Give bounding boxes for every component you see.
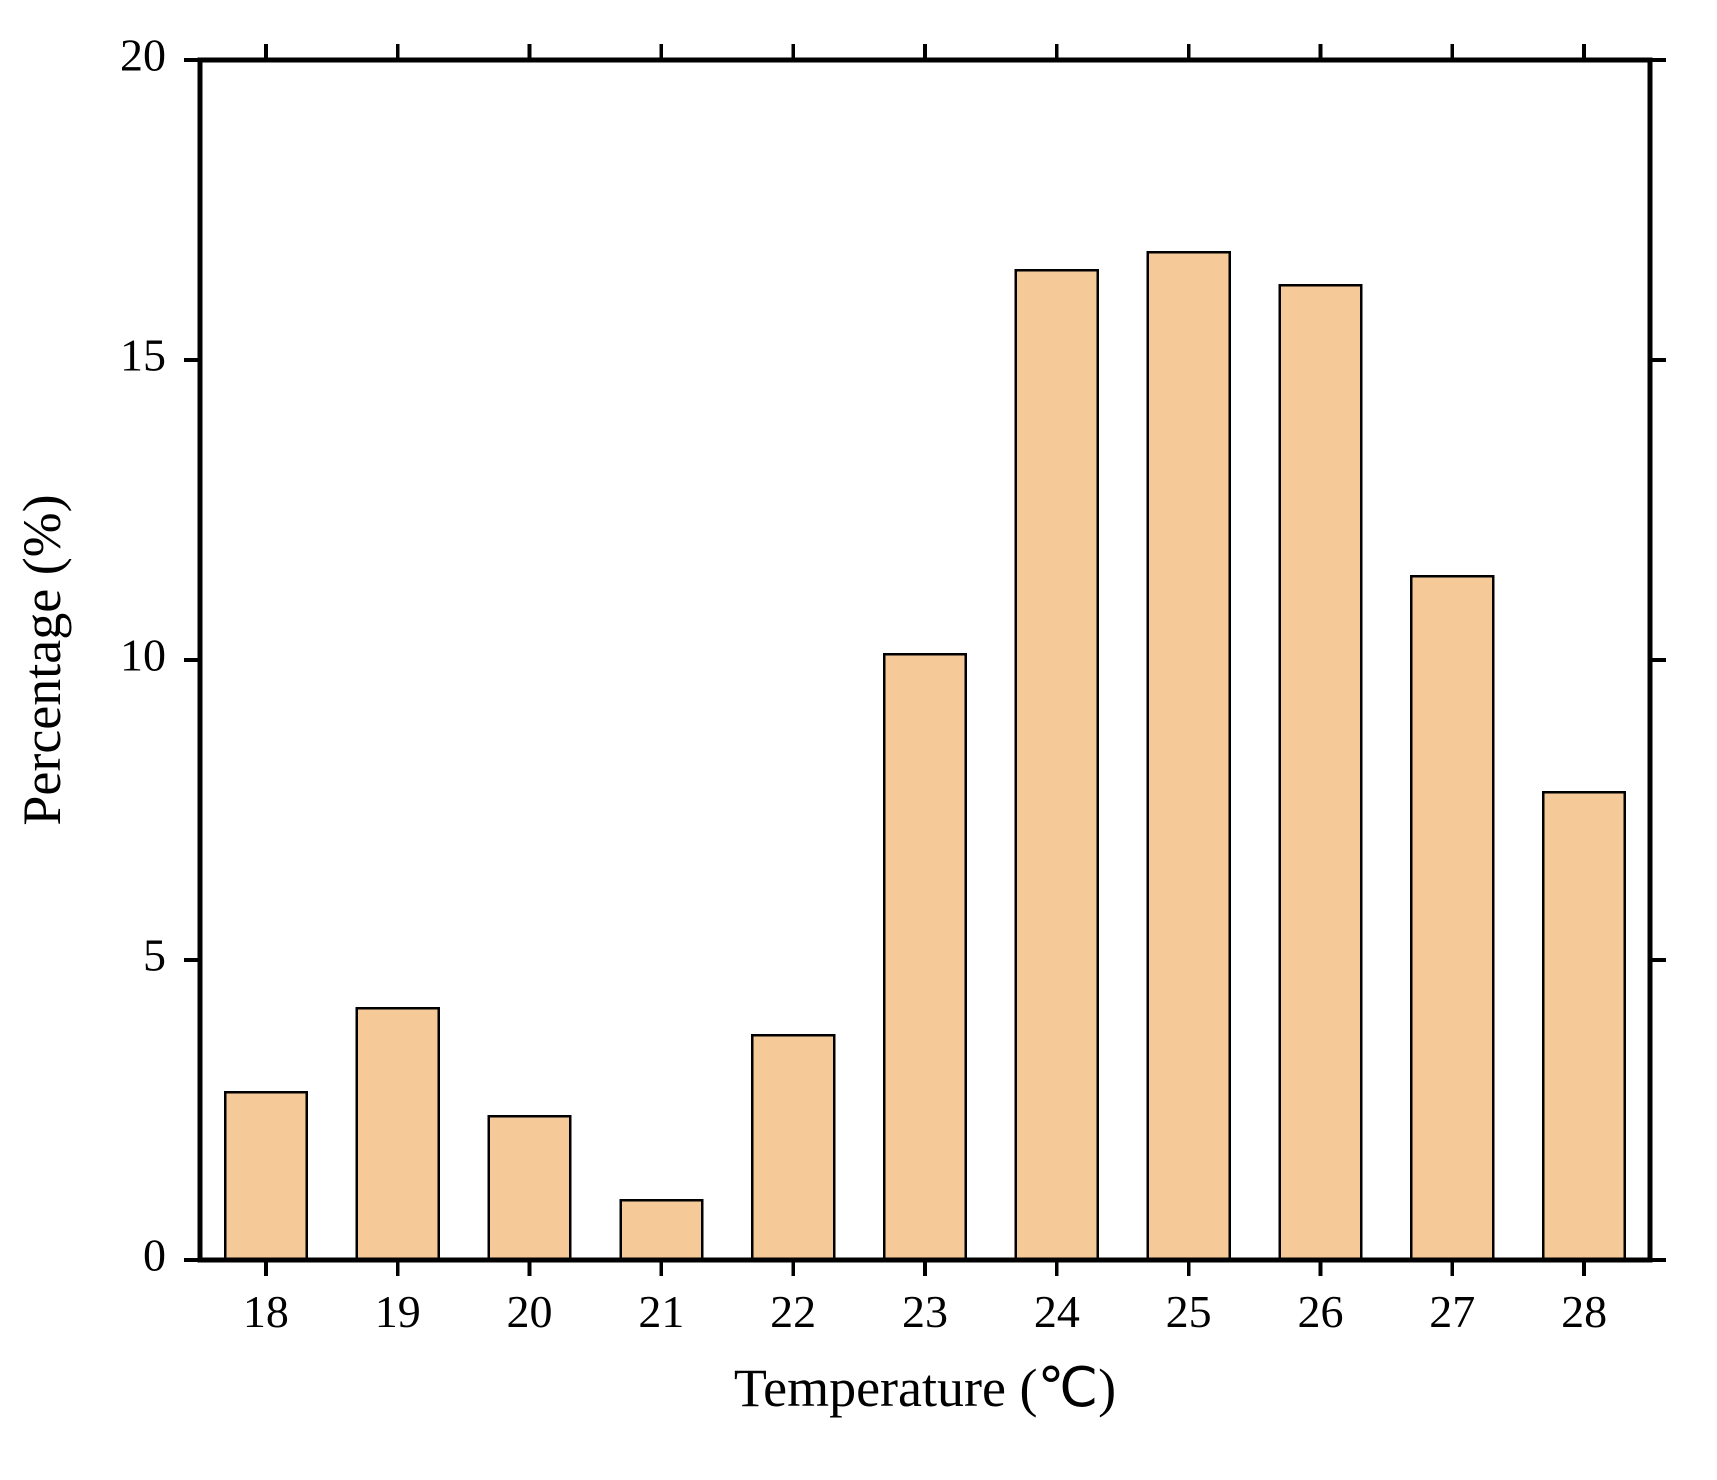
bar [1148, 252, 1230, 1260]
bar [884, 654, 966, 1260]
x-tick-label: 28 [1561, 1286, 1607, 1337]
bar [1411, 576, 1493, 1260]
bar [1543, 792, 1625, 1260]
x-tick-label: 24 [1034, 1286, 1080, 1337]
x-tick-label: 18 [243, 1286, 289, 1337]
bar [225, 1092, 307, 1260]
bar [752, 1035, 834, 1260]
bar [489, 1116, 571, 1260]
temperature-percentage-chart: 0 5 10 15 20 18 19 20 21 22 23 24 25 26 27 28 Percentage… [0, 0, 1717, 1480]
x-tick-label: 19 [375, 1286, 421, 1337]
y-tick-label: 10 [120, 630, 166, 681]
bar [621, 1200, 703, 1260]
x-tick-label: 23 [902, 1286, 948, 1337]
y-tick-label: 20 [120, 30, 166, 81]
bar [1016, 270, 1098, 1260]
bar [1280, 285, 1362, 1260]
x-tick-label: 26 [1297, 1286, 1343, 1337]
x-tick-label: 20 [507, 1286, 553, 1337]
bar [357, 1008, 439, 1260]
x-tick-label: 25 [1166, 1286, 1212, 1337]
y-tick-label: 5 [143, 930, 166, 981]
x-tick-label: 27 [1429, 1286, 1475, 1337]
y-axis-label: Percentage (%) [12, 494, 72, 825]
y-tick-label: 0 [143, 1230, 166, 1281]
x-tick-label: 22 [770, 1286, 816, 1337]
x-tick-label: 21 [638, 1286, 684, 1337]
x-axis-label: Temperature (℃) [734, 1358, 1116, 1418]
y-tick-label: 15 [120, 330, 166, 381]
